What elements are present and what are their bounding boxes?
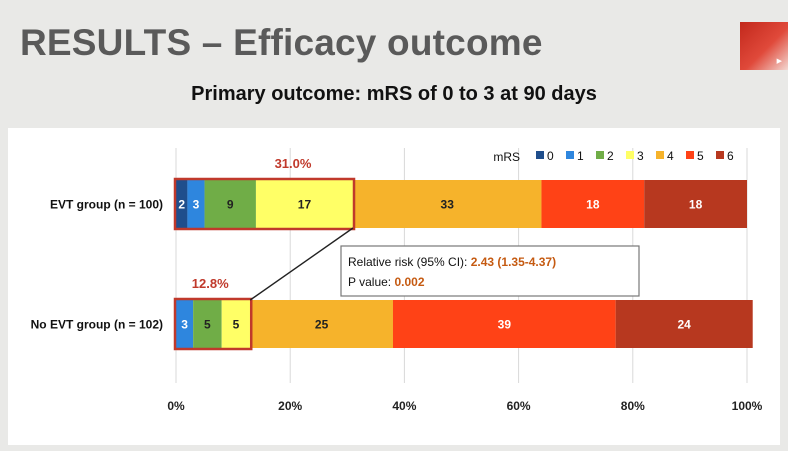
bar-segment [250, 300, 393, 348]
data-label: 25 [315, 318, 329, 332]
bar-segment [353, 180, 542, 228]
category-label: No EVT group (n = 102) [31, 318, 163, 332]
x-tick-label: 20% [278, 399, 302, 413]
highlight-box [173, 297, 253, 351]
highlight-box [173, 177, 356, 231]
slide-title: RESULTS – Efficacy outcome [20, 22, 543, 63]
data-label: 33 [441, 198, 455, 212]
speaker-video-thumbnail: ▶ [740, 22, 788, 70]
data-label: 18 [586, 198, 600, 212]
bar-segment [187, 180, 205, 228]
bar-segment [644, 180, 747, 228]
annotation-label: Relative risk (95% CI): [348, 255, 471, 269]
annotation-line-1: Relative risk (95% CI): 2.43 (1.35-4.37) [348, 255, 556, 269]
legend-swatch [566, 151, 574, 159]
connector-line [249, 227, 354, 301]
bar-segment [176, 180, 188, 228]
legend-label: 6 [727, 149, 734, 163]
data-label: 18 [689, 198, 703, 212]
chart-subtitle: Primary outcome: mRS of 0 to 3 at 90 day… [191, 83, 597, 105]
bar-segment [193, 300, 222, 348]
legend-label: 2 [607, 149, 614, 163]
annotation-label: P value: [348, 275, 394, 289]
annotation-line-2: P value: 0.002 [348, 275, 425, 289]
bar-segment [221, 300, 251, 348]
legend-swatch [656, 151, 664, 159]
annotation-box [340, 245, 640, 297]
x-tick-label: 100% [732, 399, 763, 413]
cumulative-percent-label: 12.8% [192, 276, 229, 291]
legend-label: 5 [697, 149, 704, 163]
chart-panel: 0% 20% 40% 60% 80% 100% 2 3 9 17 33 18 18 EVT group (… [8, 128, 780, 445]
data-label: 24 [678, 318, 692, 332]
bar-segment [541, 180, 645, 228]
x-tick-label: 40% [392, 399, 416, 413]
bar-segment [392, 300, 616, 348]
legend-swatch [536, 151, 544, 159]
relative-risk-value: 2.43 (1.35-4.37) [471, 255, 556, 269]
p-value: 0.002 [394, 275, 424, 289]
legend-label: 4 [667, 149, 674, 163]
data-label: 17 [298, 198, 312, 212]
legend-title: mRS [493, 150, 520, 164]
bar-segment [615, 300, 753, 348]
data-label: 5 [233, 318, 240, 332]
legend-swatch [596, 151, 604, 159]
legend-swatch [686, 151, 694, 159]
data-label: 39 [498, 318, 512, 332]
legend-label: 1 [577, 149, 584, 163]
data-label: 5 [204, 318, 211, 332]
category-label: EVT group (n = 100) [50, 198, 163, 212]
x-tick-label: 0% [167, 399, 185, 413]
cumulative-percent-label: 31.0% [275, 156, 312, 171]
legend-label: 3 [637, 149, 644, 163]
video-badge-icon: ▶ [776, 57, 782, 65]
legend-label: 0 [547, 149, 554, 163]
legend-swatch [626, 151, 634, 159]
x-tick-label: 80% [621, 399, 645, 413]
bar-segment [204, 180, 256, 228]
bar-segment [176, 300, 194, 348]
legend-swatch [716, 151, 724, 159]
data-label: 3 [193, 198, 200, 212]
x-tick-label: 60% [507, 399, 531, 413]
bar-segment [255, 180, 354, 228]
data-label: 2 [178, 198, 185, 212]
data-label: 9 [227, 198, 234, 212]
data-label: 3 [181, 318, 188, 332]
